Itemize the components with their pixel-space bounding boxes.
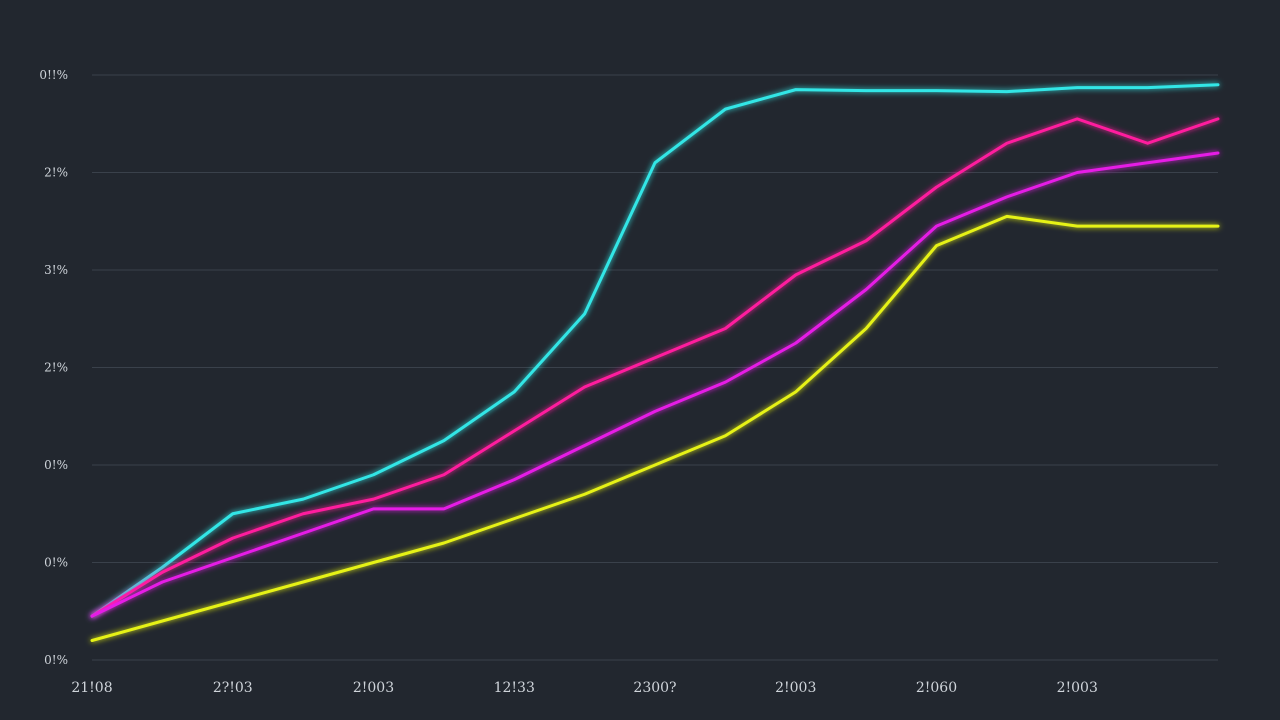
x-tick-label: 2!003 [775,680,816,696]
y-tick-label: 0!!% [39,68,68,82]
y-tick-label: 0!% [44,458,68,472]
x-tick-label: 2!003 [1057,680,1098,696]
y-tick-label: 0!% [44,653,68,667]
x-tick-label: 2!003 [353,680,394,696]
series-line-1 [90,83,1220,618]
x-tick-label: 12!33 [494,680,535,696]
x-tick-label: 2300? [633,680,676,696]
y-tick-label: 2!% [44,166,68,180]
x-axis-ticks: 21!08 2?!03 2!003 12!33 2300? 2!003 2!060 2!003 [71,680,1098,696]
x-tick-label: 2!060 [916,680,957,696]
series-line-2 [90,117,1220,618]
y-tick-label: 3!% [44,263,68,277]
series-line-3 [90,151,1220,618]
y-tick-label: 0!% [44,556,68,570]
series-line-4 [90,214,1220,642]
x-tick-label: 21!08 [71,680,112,696]
y-axis-ticks: 0!% 0!% 0!% 2!% 3!% 2!% 0!!% [39,68,68,667]
x-tick-label: 2?!03 [213,680,253,696]
series-lines [90,83,1220,642]
y-tick-label: 2!% [44,361,68,375]
